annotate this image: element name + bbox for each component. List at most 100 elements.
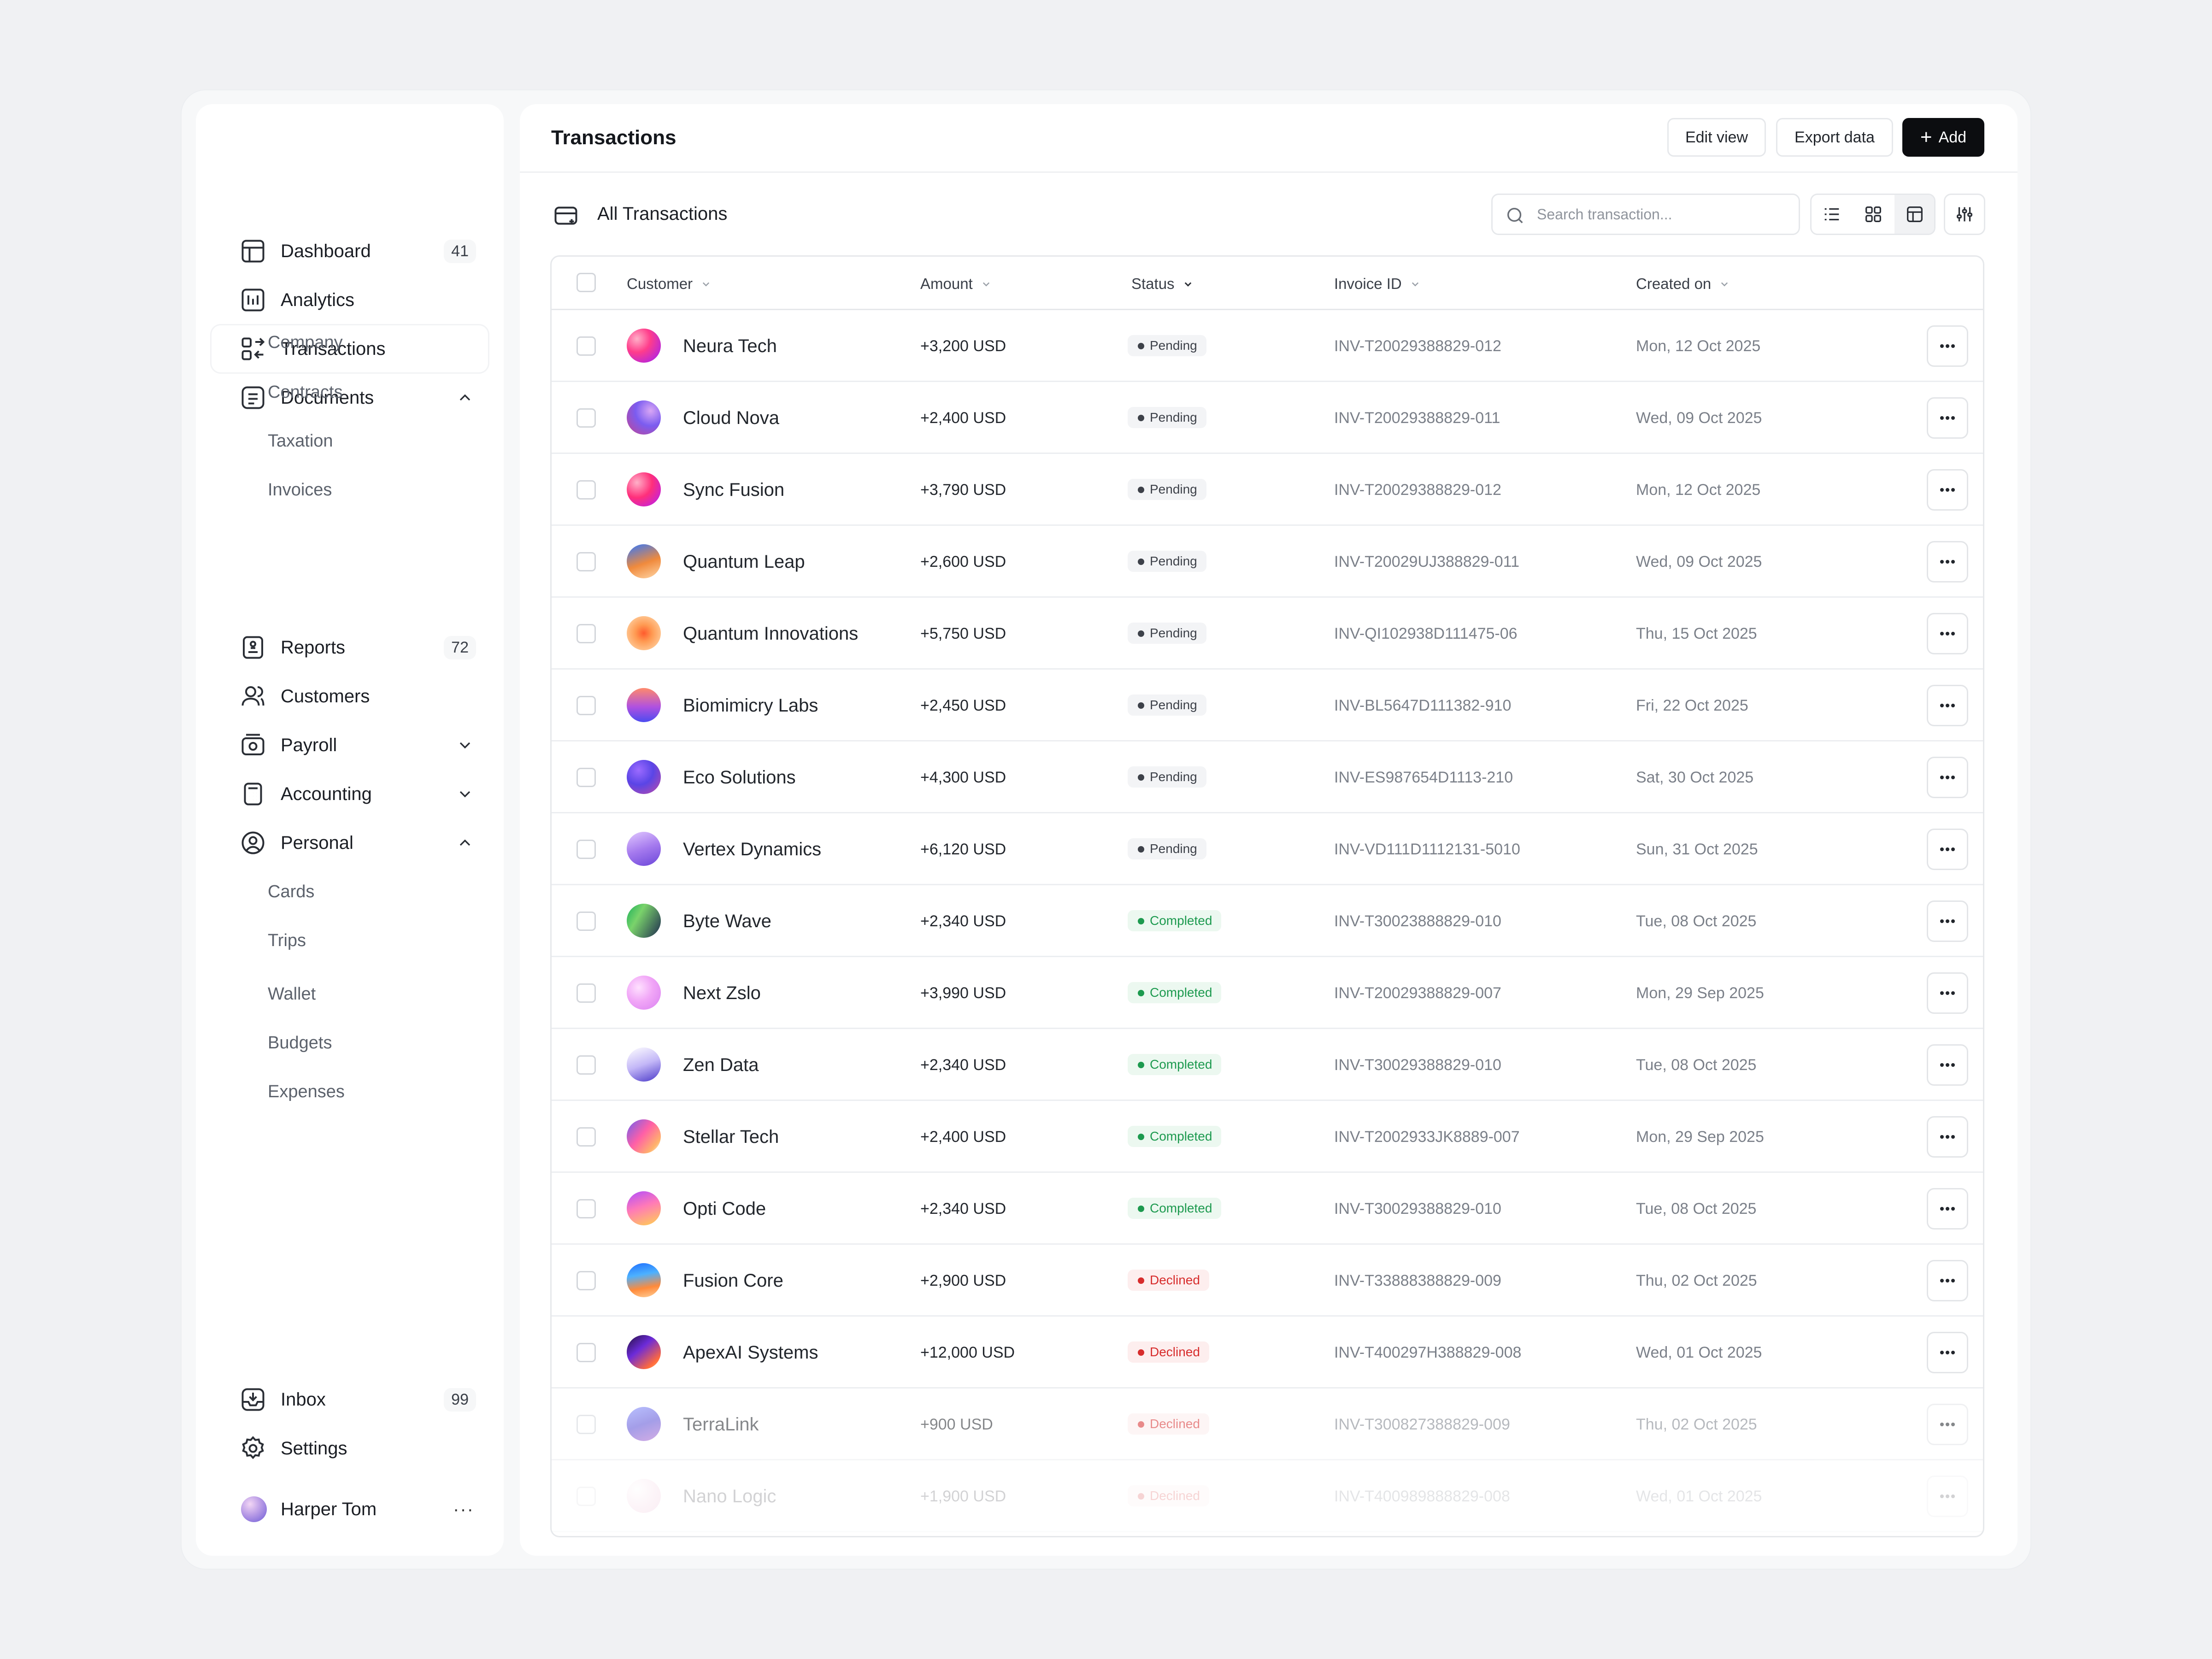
row-actions-button[interactable] <box>1927 469 1968 511</box>
row-checkbox[interactable] <box>577 983 596 1003</box>
table-row[interactable]: Cloud Nova +2,400 USD Pending INV-T20029388… <box>552 382 1983 454</box>
table-row[interactable]: Eco Solutions +4,300 USD Pending INV-ES9876… <box>552 741 1983 813</box>
sidebar-subitem-trips[interactable]: Trips <box>268 931 306 950</box>
export-data-button[interactable]: Export data <box>1776 118 1893 157</box>
row-actions-button[interactable] <box>1927 613 1968 654</box>
amount: +900 USD <box>920 1416 993 1433</box>
chevron-down-icon[interactable] <box>456 736 474 754</box>
row-checkbox[interactable] <box>577 840 596 859</box>
row-checkbox[interactable] <box>577 624 596 643</box>
row-actions-button[interactable] <box>1927 325 1968 367</box>
row-actions-button[interactable] <box>1927 757 1968 798</box>
sidebar-item-personal[interactable]: Personal <box>212 819 488 866</box>
table-row[interactable]: Stellar Tech +2,400 USD Completed INV-T2002… <box>552 1101 1983 1173</box>
row-checkbox[interactable] <box>577 408 596 428</box>
row-actions-button[interactable] <box>1927 541 1968 582</box>
table-row[interactable]: Quantum Leap +2,600 USD Pending INV-T20029U… <box>552 526 1983 598</box>
row-actions-button[interactable] <box>1927 1332 1968 1373</box>
row-actions-button[interactable] <box>1927 972 1968 1014</box>
row-checkbox[interactable] <box>577 1415 596 1434</box>
sidebar-subitem-invoices[interactable]: Invoices <box>268 480 332 500</box>
more-horizontal-icon <box>1940 704 1955 707</box>
amount: +1,900 USD <box>920 1488 1006 1505</box>
row-actions-button[interactable] <box>1927 1044 1968 1086</box>
row-checkbox[interactable] <box>577 912 596 931</box>
sidebar-subitem-expenses[interactable]: Expenses <box>268 1082 345 1101</box>
sidebar-subitem-contracts[interactable]: Contracts <box>268 382 343 402</box>
user-profile[interactable]: Harper Tom ··· <box>212 1486 488 1533</box>
edit-view-button[interactable]: Edit view <box>1667 118 1766 157</box>
customer-avatar <box>627 1335 661 1369</box>
sidebar-item-dashboard[interactable]: Dashboard 41 <box>212 228 488 275</box>
chevron-down-icon[interactable] <box>456 785 474 803</box>
table-row[interactable]: Fusion Core +2,900 USD Declined INV-T338883… <box>552 1245 1983 1317</box>
table-row[interactable]: TerraLink +900 USD Declined INV-T3008273888… <box>552 1388 1983 1460</box>
row-checkbox[interactable] <box>577 552 596 571</box>
select-all-checkbox[interactable] <box>577 273 596 292</box>
table-row[interactable]: Neura Tech +3,200 USD Pending INV-T20029388… <box>552 310 1983 382</box>
row-actions-button[interactable] <box>1927 900 1968 942</box>
table-row[interactable]: ApexAI Systems +12,000 USD Declined INV-T40… <box>552 1317 1983 1388</box>
sidebar-subitem-cards[interactable]: Cards <box>268 882 315 901</box>
row-checkbox[interactable] <box>577 1199 596 1218</box>
row-checkbox[interactable] <box>577 480 596 500</box>
search-input[interactable] <box>1537 200 1786 228</box>
sidebar-subitem-wallet[interactable]: Wallet <box>268 984 316 1004</box>
table-row[interactable]: Zen Data +2,340 USD Completed INV-T30029388… <box>552 1029 1983 1101</box>
row-actions-button[interactable] <box>1927 1476 1968 1517</box>
sidebar-item-customers[interactable]: Customers <box>212 673 488 720</box>
list-view-button[interactable] <box>1812 195 1852 234</box>
settings-icon <box>239 1435 267 1462</box>
chevron-up-icon[interactable] <box>456 388 474 407</box>
column-header-created-on[interactable]: Created on <box>1636 275 1731 293</box>
sidebar-item-settings[interactable]: Settings <box>212 1425 488 1472</box>
row-actions-button[interactable] <box>1927 829 1968 870</box>
chevron-up-icon[interactable] <box>456 834 474 852</box>
grid-view-button[interactable] <box>1853 195 1894 234</box>
row-actions-button[interactable] <box>1927 685 1968 726</box>
row-actions-button[interactable] <box>1927 1116 1968 1158</box>
avatar <box>241 1496 267 1522</box>
column-header-invoice-id[interactable]: Invoice ID <box>1334 275 1422 293</box>
row-actions-button[interactable] <box>1927 397 1968 439</box>
row-actions-button[interactable] <box>1927 1260 1968 1301</box>
row-actions-button[interactable] <box>1927 1404 1968 1445</box>
sidebar-item-reports[interactable]: Reports 72 <box>212 624 488 671</box>
sidebar-item-payroll[interactable]: Payroll <box>212 722 488 769</box>
created-on: Thu, 15 Oct 2025 <box>1636 625 1757 642</box>
table-row[interactable]: Biomimicry Labs +2,450 USD Pending INV-BL56… <box>552 670 1983 741</box>
row-actions-button[interactable] <box>1927 1188 1968 1230</box>
row-checkbox[interactable] <box>577 336 596 356</box>
created-on: Mon, 12 Oct 2025 <box>1636 481 1761 499</box>
row-checkbox[interactable] <box>577 1343 596 1362</box>
add-button[interactable]: + Add <box>1902 118 1984 157</box>
table-row[interactable]: Vertex Dynamics +6,120 USD Pending INV-VD11… <box>552 813 1983 885</box>
table-row[interactable]: Nano Logic +1,900 USD Declined INV-T4009898… <box>552 1460 1983 1532</box>
sidebar-subitem-taxation[interactable]: Taxation <box>268 431 333 451</box>
table-view-button[interactable] <box>1894 195 1934 234</box>
filter-button[interactable] <box>1944 194 1985 235</box>
row-checkbox[interactable] <box>577 1127 596 1147</box>
sidebar-subitem-company[interactable]: Company <box>268 333 343 352</box>
row-checkbox[interactable] <box>577 1055 596 1075</box>
column-header-status[interactable]: Status <box>1131 275 1195 293</box>
column-header-amount[interactable]: Amount <box>920 275 993 293</box>
sidebar-item-analytics[interactable]: Analytics <box>212 276 488 324</box>
sidebar-item-accounting[interactable]: Accounting <box>212 771 488 818</box>
more-options-icon[interactable]: ··· <box>453 1499 474 1519</box>
table-row[interactable]: Opti Code +2,340 USD Completed INV-T3002938… <box>552 1173 1983 1245</box>
sidebar-subitem-budgets[interactable]: Budgets <box>268 1033 332 1053</box>
sidebar-item-transactions[interactable]: Transactions <box>212 325 488 372</box>
column-header-customer[interactable]: Customer <box>627 275 713 293</box>
row-checkbox[interactable] <box>577 768 596 787</box>
sidebar-item-documents[interactable]: Documents <box>212 374 488 421</box>
table-row[interactable]: Next Zslo +3,990 USD Completed INV-T2002938… <box>552 957 1983 1029</box>
table-row[interactable]: Byte Wave +2,340 USD Completed INV-T3002388… <box>552 885 1983 957</box>
table-row[interactable]: Sync Fusion +3,790 USD Pending INV-T2002938… <box>552 454 1983 526</box>
row-checkbox[interactable] <box>577 696 596 715</box>
row-checkbox[interactable] <box>577 1487 596 1506</box>
sidebar-item-inbox[interactable]: Inbox 99 <box>212 1376 488 1423</box>
row-checkbox[interactable] <box>577 1271 596 1290</box>
search-box[interactable] <box>1491 194 1800 235</box>
table-row[interactable]: Quantum Innovations +5,750 USD Pending INV-… <box>552 598 1983 670</box>
